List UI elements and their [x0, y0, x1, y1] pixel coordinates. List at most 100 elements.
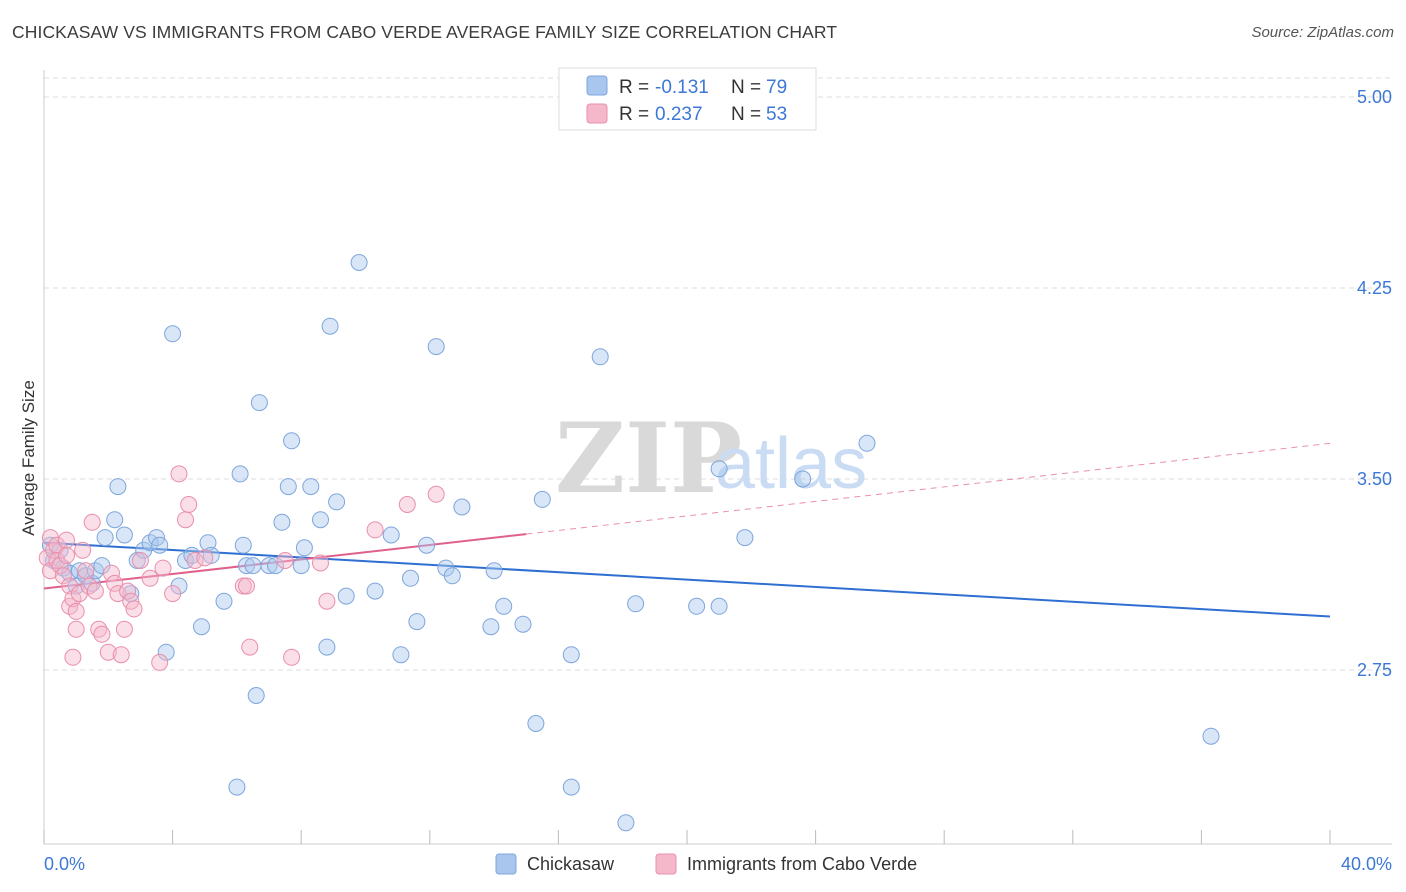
- point-cabo-verde: [67, 620, 85, 638]
- point-chickasaw: [231, 465, 249, 483]
- watermark: ZIP atlas: [555, 402, 867, 515]
- point-chickasaw: [151, 536, 169, 554]
- legend: R = -0.131 N = 79 R = 0.237 N = 53: [558, 67, 817, 131]
- point-chickasaw: [392, 646, 410, 664]
- point-cabo-verde: [51, 557, 69, 575]
- point-chickasaw: [418, 536, 436, 554]
- point-chickasaw: [302, 478, 320, 496]
- point-cabo-verde: [283, 648, 301, 666]
- point-chickasaw: [485, 562, 503, 580]
- point-cabo-verde: [99, 643, 117, 661]
- legend-r-value-chickasaw: -0.131: [655, 77, 709, 98]
- point-cabo-verde: [112, 646, 130, 664]
- point-cabo-verde: [54, 567, 72, 585]
- point-cabo-verde: [398, 496, 416, 513]
- trend-lines: [43, 442, 1331, 618]
- source-label: Source: ZipAtlas.com: [1251, 24, 1394, 41]
- point-cabo-verde: [427, 485, 445, 503]
- point-chickasaw: [453, 498, 471, 516]
- point-cabo-verde: [131, 552, 149, 569]
- bottom-legend: Chickasaw Immigrants from Cabo Verde: [495, 853, 917, 875]
- point-cabo-verde: [196, 549, 214, 567]
- point-cabo-verde: [238, 577, 255, 595]
- point-chickasaw: [267, 557, 284, 575]
- point-cabo-verde: [86, 582, 104, 600]
- point-chickasaw: [562, 646, 580, 664]
- trend-line-chickasaw: [43, 541, 1331, 618]
- watermark-zip: ZIP: [555, 402, 742, 515]
- point-cabo-verde: [74, 541, 92, 559]
- legend-swatch-cabo-verde: [586, 103, 608, 124]
- legend-r-label-cabo-verde: R =: [619, 104, 649, 125]
- point-cabo-verde: [170, 465, 188, 483]
- point-cabo-verde: [77, 562, 95, 580]
- point-chickasaw: [234, 536, 252, 554]
- point-chickasaw: [318, 638, 336, 656]
- legend-r-value-cabo-verde: 0.237: [655, 104, 703, 125]
- bottom-legend-swatch-cabo-verde: [655, 853, 677, 875]
- point-chickasaw: [402, 569, 419, 587]
- point-chickasaw: [736, 529, 754, 547]
- point-cabo-verde: [177, 511, 194, 529]
- point-cabo-verde: [318, 592, 336, 610]
- legend-n-value-chickasaw: 79: [766, 77, 787, 98]
- point-chickasaw: [295, 539, 313, 557]
- point-chickasaw: [495, 597, 513, 615]
- point-chickasaw: [321, 317, 339, 335]
- point-cabo-verde: [186, 552, 204, 569]
- point-chickasaw: [710, 460, 728, 478]
- x-tick-label-min: 0.0%: [44, 854, 85, 874]
- point-cabo-verde: [366, 521, 384, 539]
- point-cabo-verde: [164, 585, 182, 603]
- point-chickasaw: [109, 478, 127, 496]
- point-chickasaw: [193, 618, 210, 636]
- point-chickasaw: [527, 715, 545, 732]
- point-chickasaw: [96, 529, 114, 547]
- point-chickasaw: [337, 587, 355, 605]
- point-cabo-verde: [58, 546, 75, 564]
- point-chickasaw: [617, 814, 635, 832]
- data-points: [38, 254, 1220, 832]
- y-tick-label: 4.25: [1357, 278, 1392, 298]
- point-chickasaw: [260, 557, 278, 575]
- point-cabo-verde: [141, 569, 159, 587]
- point-cabo-verde: [90, 620, 108, 638]
- y-tick-label: 2.75: [1357, 660, 1392, 680]
- point-chickasaw: [627, 595, 645, 613]
- trend-line-cabo-verde-solid: [43, 533, 527, 590]
- point-chickasaw: [279, 478, 297, 496]
- point-chickasaw: [562, 778, 580, 796]
- point-cabo-verde: [125, 600, 143, 618]
- point-cabo-verde: [154, 559, 172, 577]
- point-cabo-verde: [83, 513, 101, 531]
- point-cabo-verde: [119, 582, 137, 600]
- point-cabo-verde: [106, 574, 124, 592]
- point-cabo-verde: [48, 552, 66, 569]
- bottom-legend-label-chickasaw: Chickasaw: [527, 854, 615, 874]
- point-chickasaw: [312, 511, 329, 529]
- point-chickasaw: [228, 778, 246, 796]
- point-cabo-verde: [67, 602, 85, 620]
- point-chickasaw: [250, 394, 268, 412]
- point-cabo-verde: [45, 541, 63, 559]
- point-cabo-verde: [93, 625, 111, 643]
- legend-r-label-chickasaw: R =: [619, 77, 649, 98]
- point-chickasaw: [533, 490, 551, 508]
- trend-line-cabo-verde-dashed: [526, 442, 1331, 535]
- point-cabo-verde: [312, 554, 329, 572]
- point-chickasaw: [710, 597, 728, 615]
- point-chickasaw: [514, 615, 532, 633]
- bottom-legend-swatch-chickasaw: [495, 853, 517, 875]
- point-chickasaw: [688, 597, 706, 615]
- tick-labels: 5.00 4.25 3.50 2.75 0.0% 40.0%: [44, 87, 1392, 874]
- point-chickasaw: [238, 557, 255, 575]
- point-chickasaw: [273, 513, 291, 531]
- point-cabo-verde: [180, 496, 198, 513]
- legend-swatch-chickasaw: [586, 75, 608, 96]
- point-chickasaw: [858, 434, 876, 452]
- point-chickasaw: [247, 687, 265, 704]
- point-chickasaw: [164, 325, 182, 343]
- point-chickasaw: [244, 557, 262, 575]
- axes: [43, 70, 1392, 845]
